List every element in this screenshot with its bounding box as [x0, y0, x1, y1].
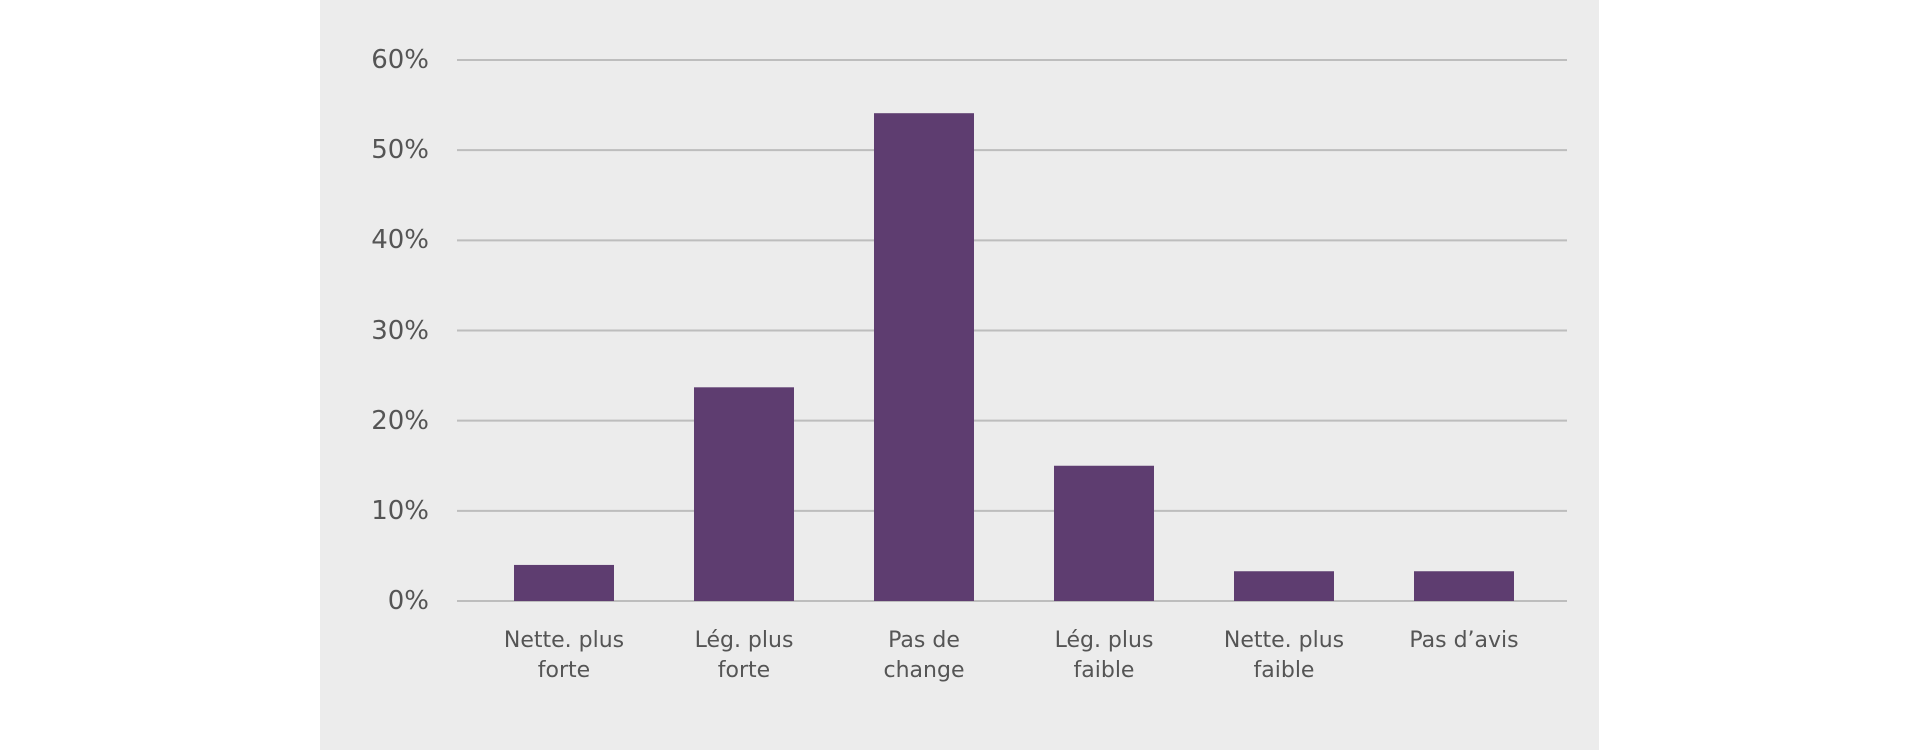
bar	[514, 564, 614, 601]
bar	[1414, 571, 1514, 601]
y-tick-label: 0%	[387, 586, 429, 616]
y-tick-label: 10%	[371, 495, 429, 526]
y-tick-label: 40%	[371, 225, 429, 256]
bar	[1054, 465, 1154, 601]
bar	[874, 113, 974, 601]
y-tick-label: 20%	[371, 405, 429, 436]
x-tick-label: Lég. plus forte	[694, 628, 794, 683]
y-tick-label: 50%	[371, 135, 429, 166]
x-tick-label: Nette. plus forte	[503, 628, 625, 683]
y-tick-label: 60%	[371, 45, 429, 75]
x-tick-label: Lég. plus faible	[1054, 628, 1154, 683]
bar	[694, 387, 794, 601]
y-tick-label: 30%	[371, 315, 429, 346]
x-tick-label: Nette. plus faible	[1223, 628, 1345, 683]
x-tick-label: Pas de change	[883, 628, 965, 683]
bar	[1234, 571, 1334, 601]
x-tick-label: Pas d’avis	[1409, 628, 1519, 653]
